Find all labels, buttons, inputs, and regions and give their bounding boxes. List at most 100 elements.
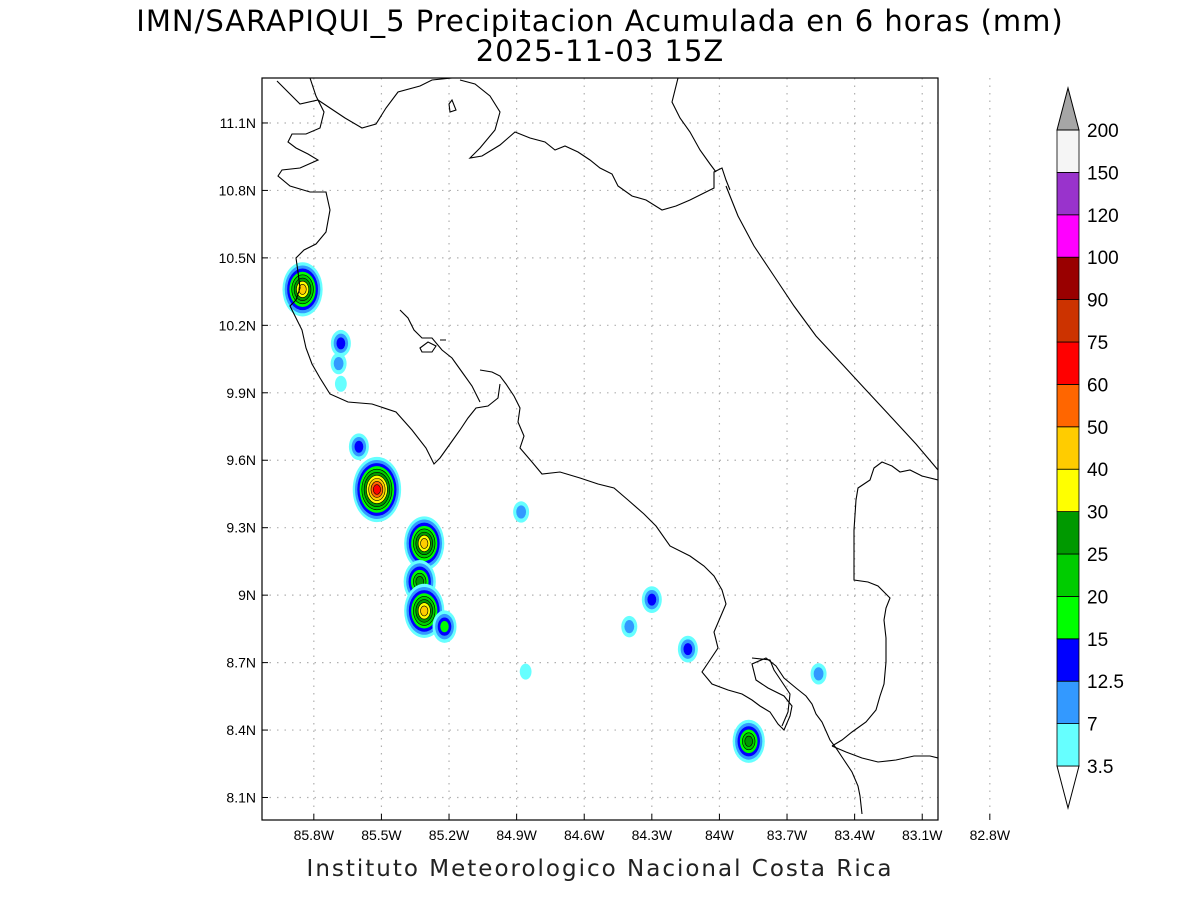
colorbar-swatch: [1056, 638, 1080, 682]
graticule: [262, 78, 991, 820]
colorbar-label: 50: [1087, 418, 1108, 439]
lon-tick-label: 84.3W: [632, 827, 673, 843]
colorbar-label: 120: [1087, 206, 1119, 227]
colorbar-max-arrow: [1056, 86, 1080, 131]
map-title: IMN/SARAPIQUI_5 Precipitacion Acumulada …: [136, 4, 1064, 38]
coastline-panama-west: [831, 461, 938, 747]
island-lake: [448, 98, 457, 113]
rain-cell: [330, 329, 351, 357]
rain-contour: [1035, 370, 1052, 393]
lon-tick-label: 85.2W: [429, 827, 470, 843]
coastline-nicaragua-lake-shore: [276, 78, 453, 129]
rain-contour: [298, 284, 307, 295]
colorbar-label: 3.5: [1087, 757, 1113, 778]
colorbar-swatch: [1056, 341, 1080, 385]
lat-tick-label: 8.1N: [226, 790, 256, 806]
island-chira: [419, 341, 437, 353]
rain-cell: [983, 334, 1023, 388]
colorbar-label: 15: [1087, 630, 1108, 651]
colorbar-label: 150: [1087, 163, 1119, 184]
rain-contour: [519, 663, 532, 680]
colorbar-label: 100: [1087, 248, 1119, 269]
map-subtitle: 2025-11-03 15Z: [475, 34, 725, 68]
colorbar-swatch: [1056, 596, 1080, 640]
rain-contour: [1028, 360, 1059, 402]
colorbar-swatch: [1056, 511, 1080, 555]
rain-contour: [647, 593, 657, 606]
colorbar-swatch: [1056, 680, 1080, 725]
lon-tick-label: 83.1W: [902, 827, 943, 843]
rain-cell: [810, 663, 827, 685]
lat-tick-label: 10.5N: [219, 250, 256, 266]
rain-contour: [1000, 356, 1007, 366]
lat-tick-label: 10.8N: [219, 182, 256, 198]
coastline-caribbean: [671, 78, 938, 471]
colorbar-swatch: [1056, 214, 1080, 258]
rain-contour: [333, 356, 344, 371]
lat-tick-label: 8.4N: [226, 722, 256, 738]
rain-cell: [282, 262, 323, 317]
rain-contour: [624, 620, 635, 634]
rain-cell: [732, 719, 765, 763]
lat-tick-label: 9N: [238, 587, 256, 603]
coastline-gulf-nicoya: [399, 309, 481, 403]
colorbar-swatch: [1056, 129, 1080, 173]
coastline: [276, 78, 938, 815]
map-axes: 11.1N 10.8N 10.5N 10.2N 9.9N 9.6N 9.3N 9N 8.7N 8.…: [219, 115, 1011, 843]
lon-tick-label: 85.5W: [361, 827, 402, 843]
colorbar-label: 12.5: [1087, 672, 1124, 693]
rain-contour: [334, 375, 347, 392]
rain-contour: [995, 350, 1012, 373]
rain-contour: [373, 484, 381, 495]
rain-contour: [1031, 364, 1058, 400]
rain-contour: [744, 735, 753, 747]
colorbar-label: 25: [1087, 545, 1108, 566]
colorbar-label: 7: [1087, 715, 1098, 736]
lat-tick-label: 10.2N: [219, 317, 256, 333]
rain-contour: [354, 440, 364, 453]
coastline-pacific-north: [277, 78, 501, 465]
lon-tick-label: 84W: [705, 827, 735, 843]
rain-cell: [352, 456, 402, 523]
lat-tick-label: 9.3N: [226, 520, 256, 536]
lon-tick-label: 83.4W: [834, 827, 875, 843]
colorbar-label: 200: [1087, 121, 1119, 142]
rain-cell: [677, 635, 698, 663]
rain-cell: [621, 615, 638, 638]
rain-contour: [336, 337, 346, 350]
footer-credit: Instituto Meteorologico Nacional Costa R…: [306, 856, 894, 882]
lon-tick-label: 85.8W: [294, 827, 335, 843]
rain-contour: [988, 341, 1019, 383]
coastline-pacific-south: [479, 369, 863, 815]
rain-contour: [983, 334, 1023, 388]
lat-tick-label: 11.1N: [220, 115, 256, 131]
rain-contour: [997, 353, 1009, 369]
rain-cell: [641, 586, 662, 614]
rain-contour: [683, 643, 693, 656]
colorbar-swatch: [1056, 426, 1080, 470]
rain-cell: [432, 610, 457, 643]
rain-cell: [513, 501, 530, 523]
lon-tick-label: 84.6W: [564, 827, 605, 843]
rain-contour: [1038, 373, 1050, 390]
rain-cell: [519, 663, 532, 680]
rain-cell: [404, 516, 445, 571]
coastline-north-border: [459, 79, 731, 211]
rain-contour: [1026, 357, 1062, 406]
rain-cell: [1026, 357, 1062, 406]
rain-cell: [348, 433, 369, 461]
colorbar-swatch: [1056, 256, 1080, 301]
colorbar-swatch: [1056, 383, 1080, 428]
colorbar-swatch: [1056, 553, 1080, 597]
lat-tick-label: 9.6N: [226, 452, 256, 468]
colorbar-label: 40: [1087, 460, 1108, 481]
colorbar-label: 60: [1087, 375, 1108, 396]
lon-tick-label: 83.7W: [767, 827, 808, 843]
rain-contour: [986, 337, 1022, 385]
rain-contour: [993, 347, 1015, 376]
rain-contour: [1033, 367, 1055, 396]
colorbar-min-arrow: [1056, 765, 1080, 810]
rain-contour: [516, 505, 527, 519]
colorbar-swatch: [1056, 299, 1080, 343]
